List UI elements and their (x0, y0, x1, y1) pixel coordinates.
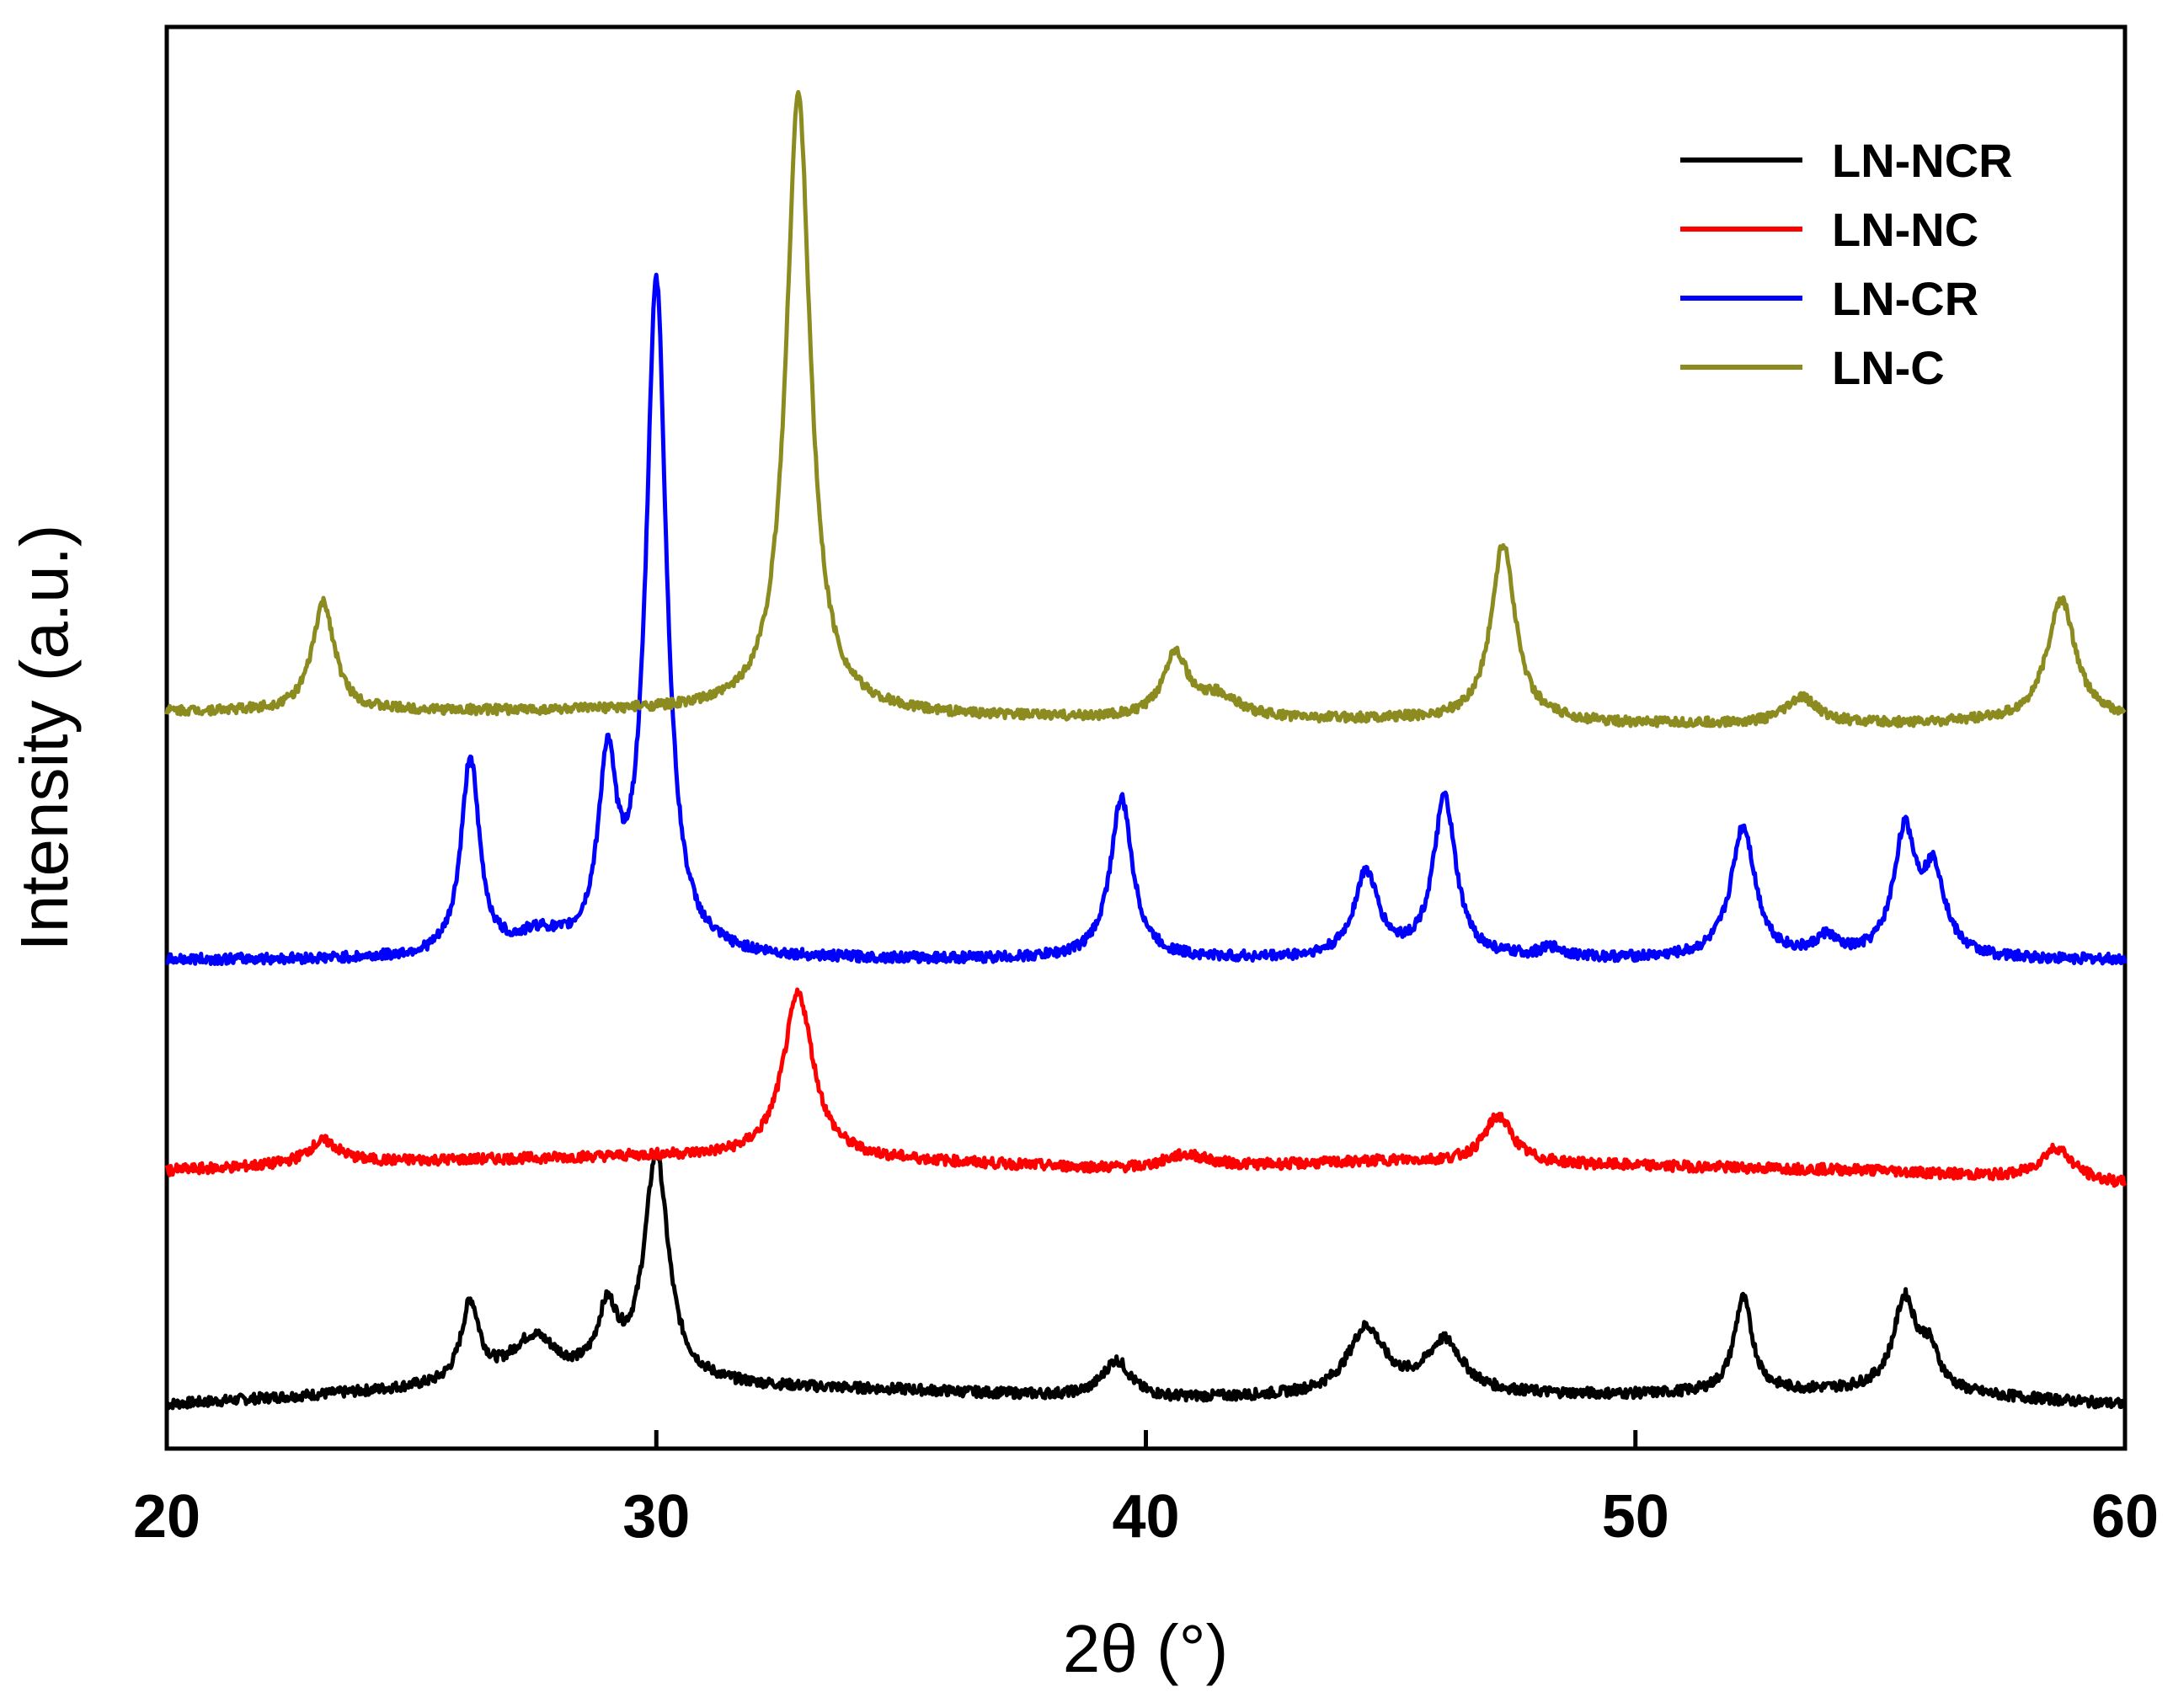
legend-label-ln-cr: LN-CR (1832, 272, 1978, 325)
x-ticks: 20 30 40 50 60 (133, 1430, 2159, 1551)
series-line-ln-cr (165, 272, 2128, 967)
x-tick-label: 20 (133, 1483, 200, 1551)
legend-label-ln-ncr: LN-NCR (1832, 134, 2013, 187)
x-tick-label: 60 (2091, 1483, 2159, 1551)
series-line-ln-ncr (165, 1150, 2128, 1411)
legend: LN-NCR LN-NC LN-CR LN-C (1680, 134, 2013, 394)
x-axis-label: 2θ (°) (1063, 1611, 1228, 1686)
x-tick-label: 50 (1602, 1483, 1669, 1551)
legend-label-ln-nc: LN-NC (1832, 203, 1978, 256)
y-axis-label: Intensity (a.u.) (7, 525, 82, 952)
legend-label-ln-c: LN-C (1832, 341, 1945, 394)
x-tick-label: 30 (622, 1483, 690, 1551)
series-line-ln-c (164, 89, 2127, 729)
x-tick-label: 40 (1112, 1483, 1179, 1551)
series-line-ln-nc (164, 987, 2128, 1188)
series-layer (164, 89, 2128, 1411)
